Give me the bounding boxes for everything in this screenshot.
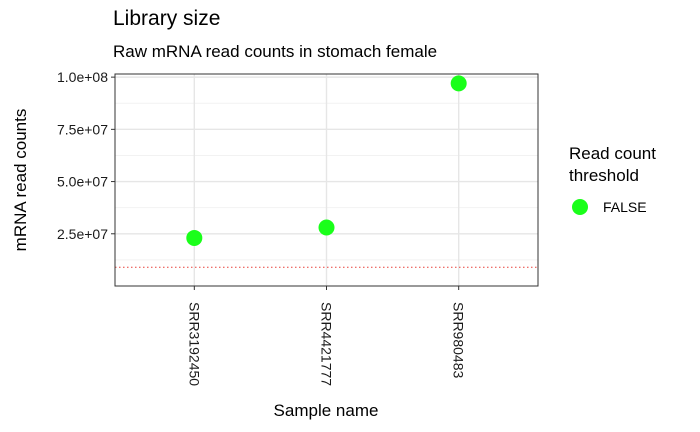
chart-title: Library size — [113, 7, 221, 30]
data-point — [318, 219, 335, 236]
x-tick-label: SRR3192450 — [186, 302, 202, 386]
chart-subtitle: Raw mRNA read counts in stomach female — [113, 42, 438, 61]
y-tick-label: 5.0e+07 — [57, 174, 108, 190]
axes: 2.5e+07 5.0e+07 7.5e+07 1.0e+08 SRR3192450 SR… — [57, 69, 539, 386]
y-tick-label: 1.0e+08 — [57, 69, 108, 85]
x-tick-label: SRR4421777 — [319, 302, 335, 386]
legend-label-false: FALSE — [603, 199, 647, 215]
grid-lines — [115, 74, 538, 286]
legend-title: Read count threshold — [569, 144, 656, 185]
data-points — [115, 75, 538, 268]
x-tick-label: SRR980483 — [451, 302, 467, 378]
legend-key-point — [572, 199, 588, 215]
y-tick-label: 2.5e+07 — [57, 226, 108, 242]
x-axis-label: Sample name — [274, 401, 379, 420]
data-point — [186, 229, 203, 246]
data-point — [450, 75, 467, 92]
y-axis-label: mRNA read counts — [11, 109, 30, 252]
y-tick-label: 7.5e+07 — [57, 121, 108, 137]
